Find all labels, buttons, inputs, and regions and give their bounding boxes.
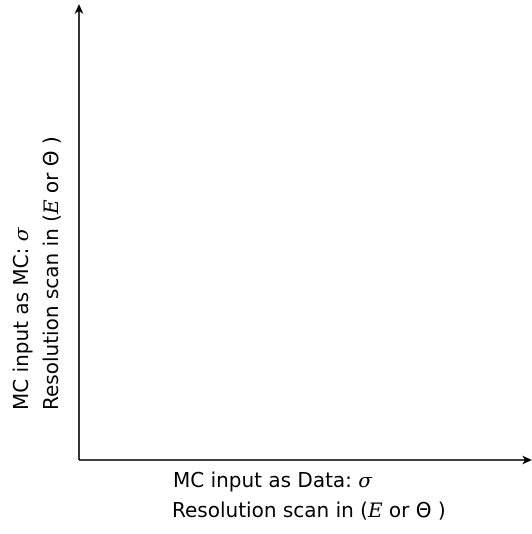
x-axis-scan-suffix: )	[431, 498, 446, 522]
y-axis-arrowhead	[74, 4, 84, 14]
x-axis-label: MC input as Data: σ Resolution scan in (…	[172, 465, 532, 525]
y-axis-energy-variable: E	[39, 199, 63, 215]
y-axis-scan-suffix: )	[39, 136, 63, 151]
x-axis-label-text: MC input as Data:	[173, 468, 359, 492]
x-axis-energy-variable: E	[367, 498, 383, 522]
y-axis-label-line2: Resolution scan in (E or Θ )	[36, 136, 66, 410]
x-axis-arrowhead	[522, 455, 532, 465]
y-axis-sigma-symbol: σ	[9, 227, 33, 242]
y-axis-label-line1: MC input as MC: σ	[6, 136, 36, 410]
x-axis-scan-prefix: Resolution scan in (	[172, 498, 368, 522]
y-axis-label-text: MC input as MC:	[9, 241, 33, 410]
x-axis-label-line1: MC input as Data: σ	[172, 465, 532, 495]
x-axis-or-text: or	[382, 498, 416, 522]
y-axis-scan-prefix: Resolution scan in (	[39, 214, 63, 410]
y-axis-theta-variable: Θ	[39, 150, 63, 167]
y-axis-label: MC input as MC: σ Resolution scan in (E …	[6, 136, 66, 410]
y-axis-or-text: or	[39, 166, 63, 200]
x-axis-theta-variable: Θ	[415, 498, 432, 522]
x-axis-sigma-symbol: σ	[358, 468, 372, 492]
x-axis-label-line2: Resolution scan in (E or Θ )	[172, 495, 532, 525]
